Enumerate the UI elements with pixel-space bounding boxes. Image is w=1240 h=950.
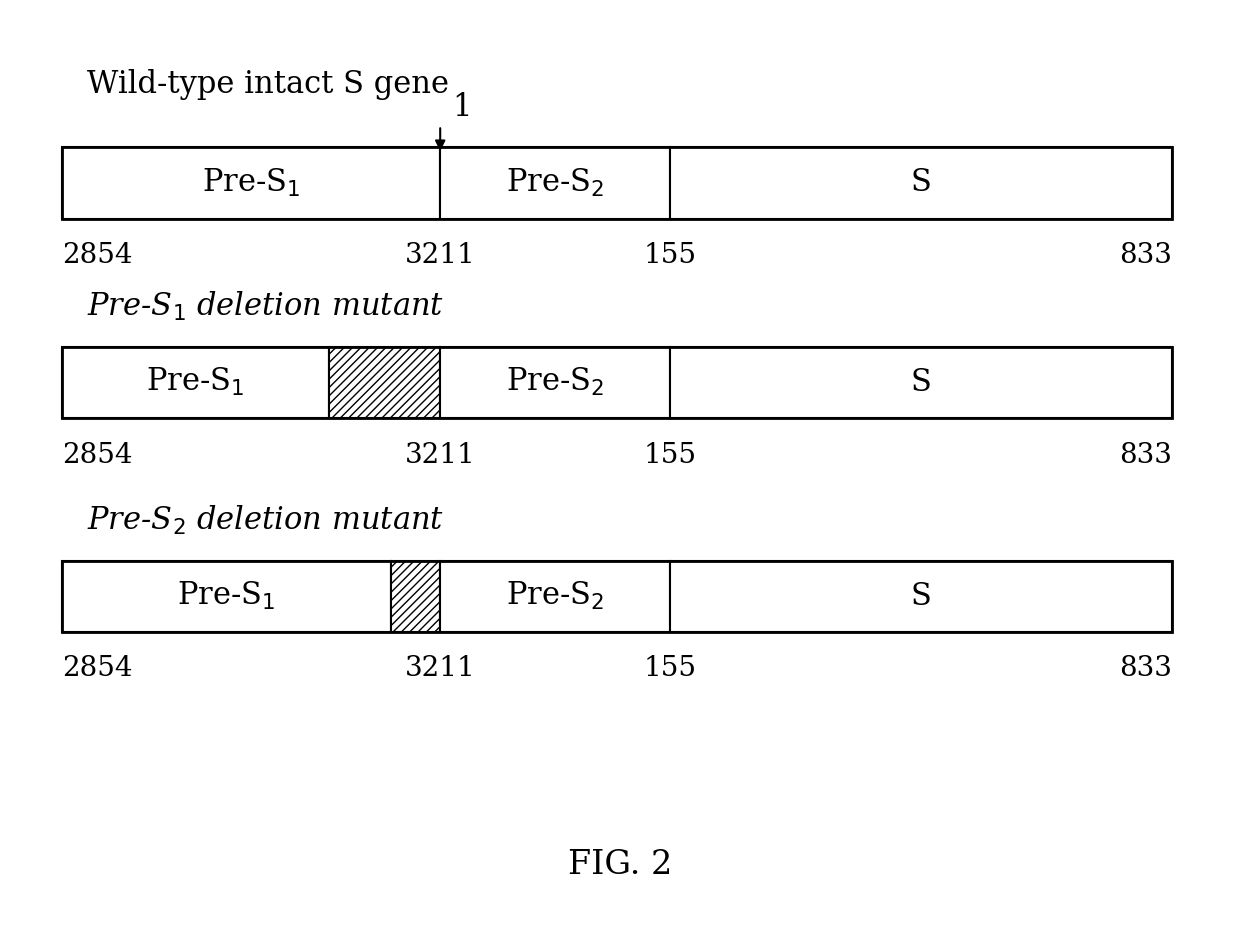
- Bar: [670, 560, 1172, 632]
- Text: 155: 155: [644, 242, 696, 269]
- Text: 2854: 2854: [62, 656, 133, 682]
- Bar: [670, 347, 1172, 418]
- Text: Pre-S$_1$: Pre-S$_1$: [202, 167, 300, 199]
- Bar: [440, 147, 670, 218]
- Bar: [62, 147, 440, 218]
- Text: 3211: 3211: [404, 442, 476, 468]
- Text: Pre-S$_1$: Pre-S$_1$: [177, 580, 275, 612]
- Text: 2854: 2854: [62, 442, 133, 468]
- Text: 833: 833: [1118, 442, 1172, 468]
- Text: S: S: [910, 167, 931, 199]
- Bar: [391, 560, 440, 632]
- Bar: [62, 560, 391, 632]
- Bar: [329, 347, 440, 418]
- Text: Pre-S$_2$: Pre-S$_2$: [506, 367, 604, 398]
- Text: Pre-S$_1$: Pre-S$_1$: [146, 367, 244, 398]
- Bar: [440, 560, 670, 632]
- Bar: [62, 347, 329, 418]
- Text: FIG. 2: FIG. 2: [568, 848, 672, 881]
- Text: 2854: 2854: [62, 242, 133, 269]
- Text: 3211: 3211: [404, 656, 476, 682]
- Bar: [62, 347, 1172, 418]
- Text: 155: 155: [644, 442, 696, 468]
- Text: S: S: [910, 580, 931, 612]
- Bar: [670, 147, 1172, 218]
- Text: Pre-S$_2$ deletion mutant: Pre-S$_2$ deletion mutant: [87, 504, 444, 537]
- Text: S: S: [910, 367, 931, 398]
- Text: Pre-S$_2$: Pre-S$_2$: [506, 167, 604, 199]
- Text: 833: 833: [1118, 242, 1172, 269]
- Text: 833: 833: [1118, 656, 1172, 682]
- Text: 3211: 3211: [404, 242, 476, 269]
- Text: 1: 1: [453, 92, 472, 124]
- Bar: [440, 347, 670, 418]
- Text: 155: 155: [644, 656, 696, 682]
- Text: Pre-S$_2$: Pre-S$_2$: [506, 580, 604, 612]
- Bar: [62, 560, 1172, 632]
- Bar: [62, 147, 1172, 218]
- Text: Wild-type intact S gene: Wild-type intact S gene: [87, 68, 449, 100]
- Text: Pre-S$_1$ deletion mutant: Pre-S$_1$ deletion mutant: [87, 290, 444, 323]
